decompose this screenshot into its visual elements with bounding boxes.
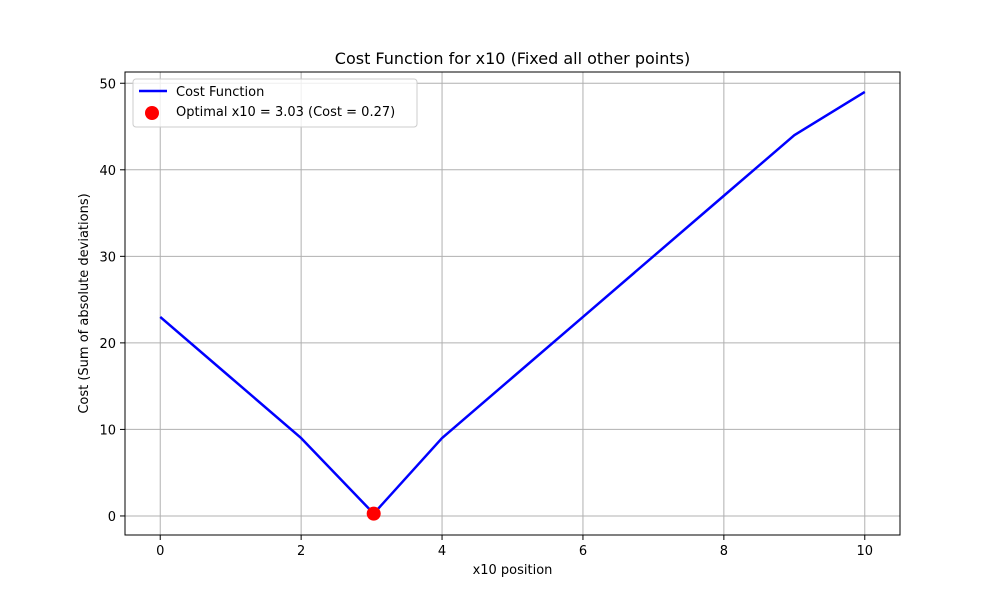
x-axis-label: x10 position xyxy=(473,563,553,578)
legend: Cost Function Optimal x10 = 3.03 (Cost =… xyxy=(132,78,418,128)
x-tick-label: 0 xyxy=(156,544,164,559)
y-tick-label: 40 xyxy=(99,164,116,179)
y-tick-label: 10 xyxy=(99,423,116,438)
grid-lines xyxy=(125,72,900,535)
chart-title: Cost Function for x10 (Fixed all other p… xyxy=(335,49,690,68)
y-tick-label: 50 xyxy=(99,77,116,92)
y-tick-label: 20 xyxy=(99,337,116,352)
y-tick-label: 30 xyxy=(99,250,116,265)
x-tick-label: 8 xyxy=(720,544,728,559)
legend-marker-optimal xyxy=(145,106,159,120)
x-tick-label: 4 xyxy=(438,544,446,559)
x-tick-label: 10 xyxy=(856,544,873,559)
legend-box xyxy=(132,78,418,128)
y-axis-label: Cost (Sum of absolute deviations) xyxy=(77,193,92,413)
legend-label-cost-function: Cost Function xyxy=(176,85,264,100)
plot-area-frame xyxy=(124,71,901,536)
legend-label-optimal: Optimal x10 = 3.03 (Cost = 0.27) xyxy=(176,105,395,120)
series-layer xyxy=(159,90,866,521)
x-tick-label: 2 xyxy=(297,544,305,559)
axis-ticks: 0 2 4 6 8 10 0 10 20 30 40 50 xyxy=(99,77,873,559)
cost-function-line xyxy=(159,90,866,515)
x-tick-label: 6 xyxy=(579,544,587,559)
optimal-point-marker xyxy=(366,506,381,521)
y-tick-label: 0 xyxy=(108,510,116,525)
